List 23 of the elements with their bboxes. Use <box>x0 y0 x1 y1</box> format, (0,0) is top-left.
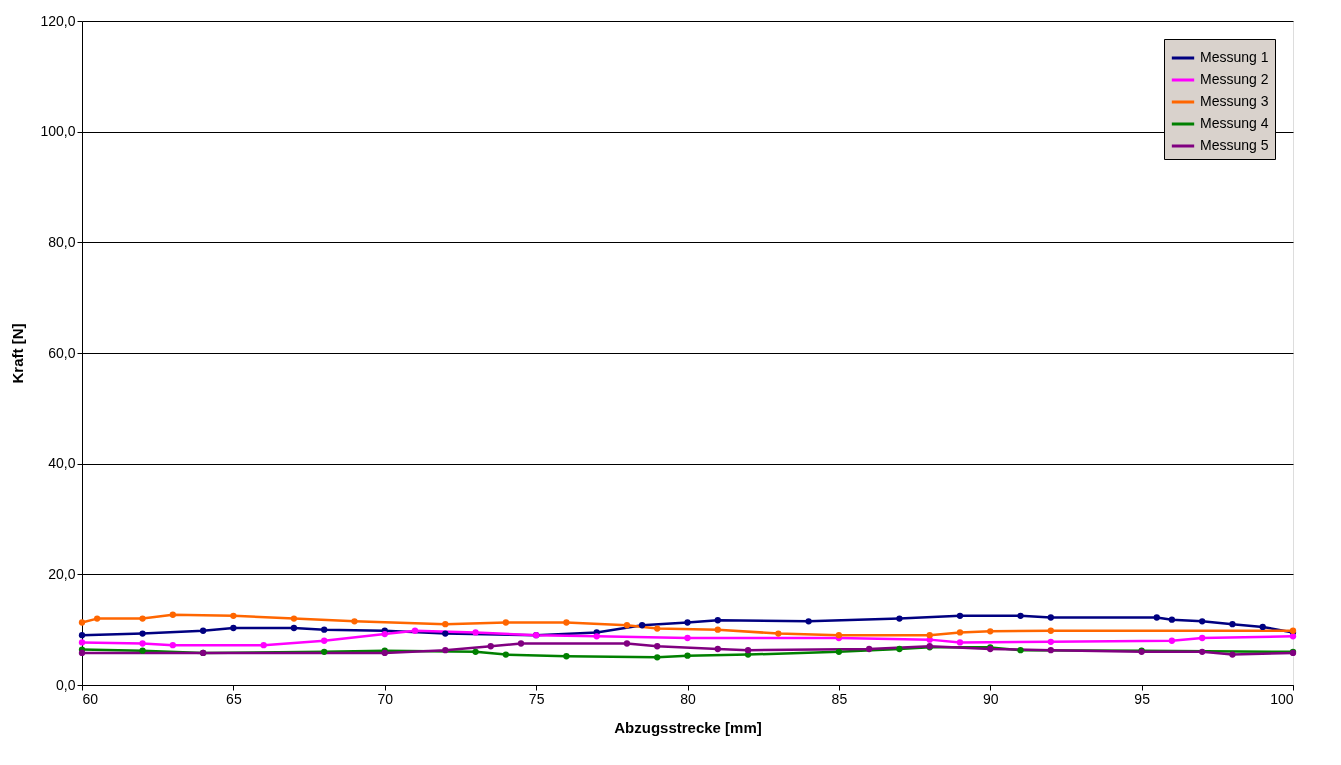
x-tick-label: 95 <box>1134 690 1151 707</box>
y-tick-label: 0,0 <box>56 676 76 693</box>
x-tick-label: 85 <box>831 690 848 707</box>
x-tick-label: 60 <box>82 690 99 707</box>
legend-label: Messung 1 <box>1200 49 1269 65</box>
y-tick-label: 100,0 <box>40 123 76 140</box>
x-tick-label: 100 <box>1270 690 1294 707</box>
legend-label: Messung 3 <box>1200 93 1269 109</box>
legend-label: Messung 2 <box>1200 71 1269 87</box>
y-tick-label: 40,0 <box>48 455 76 472</box>
x-tick-label: 80 <box>680 690 696 707</box>
legend-label: Messung 5 <box>1200 137 1269 153</box>
x-tick-label: 65 <box>226 690 242 707</box>
legend-label: Messung 4 <box>1200 115 1269 131</box>
y-tick-label: 60,0 <box>48 344 76 361</box>
x-tick-label: 70 <box>377 690 394 707</box>
x-tick-label: 75 <box>528 690 545 707</box>
y-tick-label: 20,0 <box>48 565 76 582</box>
x-tick-label: 90 <box>982 690 999 707</box>
x-axis-title: Abzugsstrecke [mm] <box>614 718 762 736</box>
y-tick-label: 120,0 <box>40 12 76 29</box>
y-axis-title: Kraft [N] <box>9 323 27 384</box>
y-tick-label: 80,0 <box>48 233 76 250</box>
